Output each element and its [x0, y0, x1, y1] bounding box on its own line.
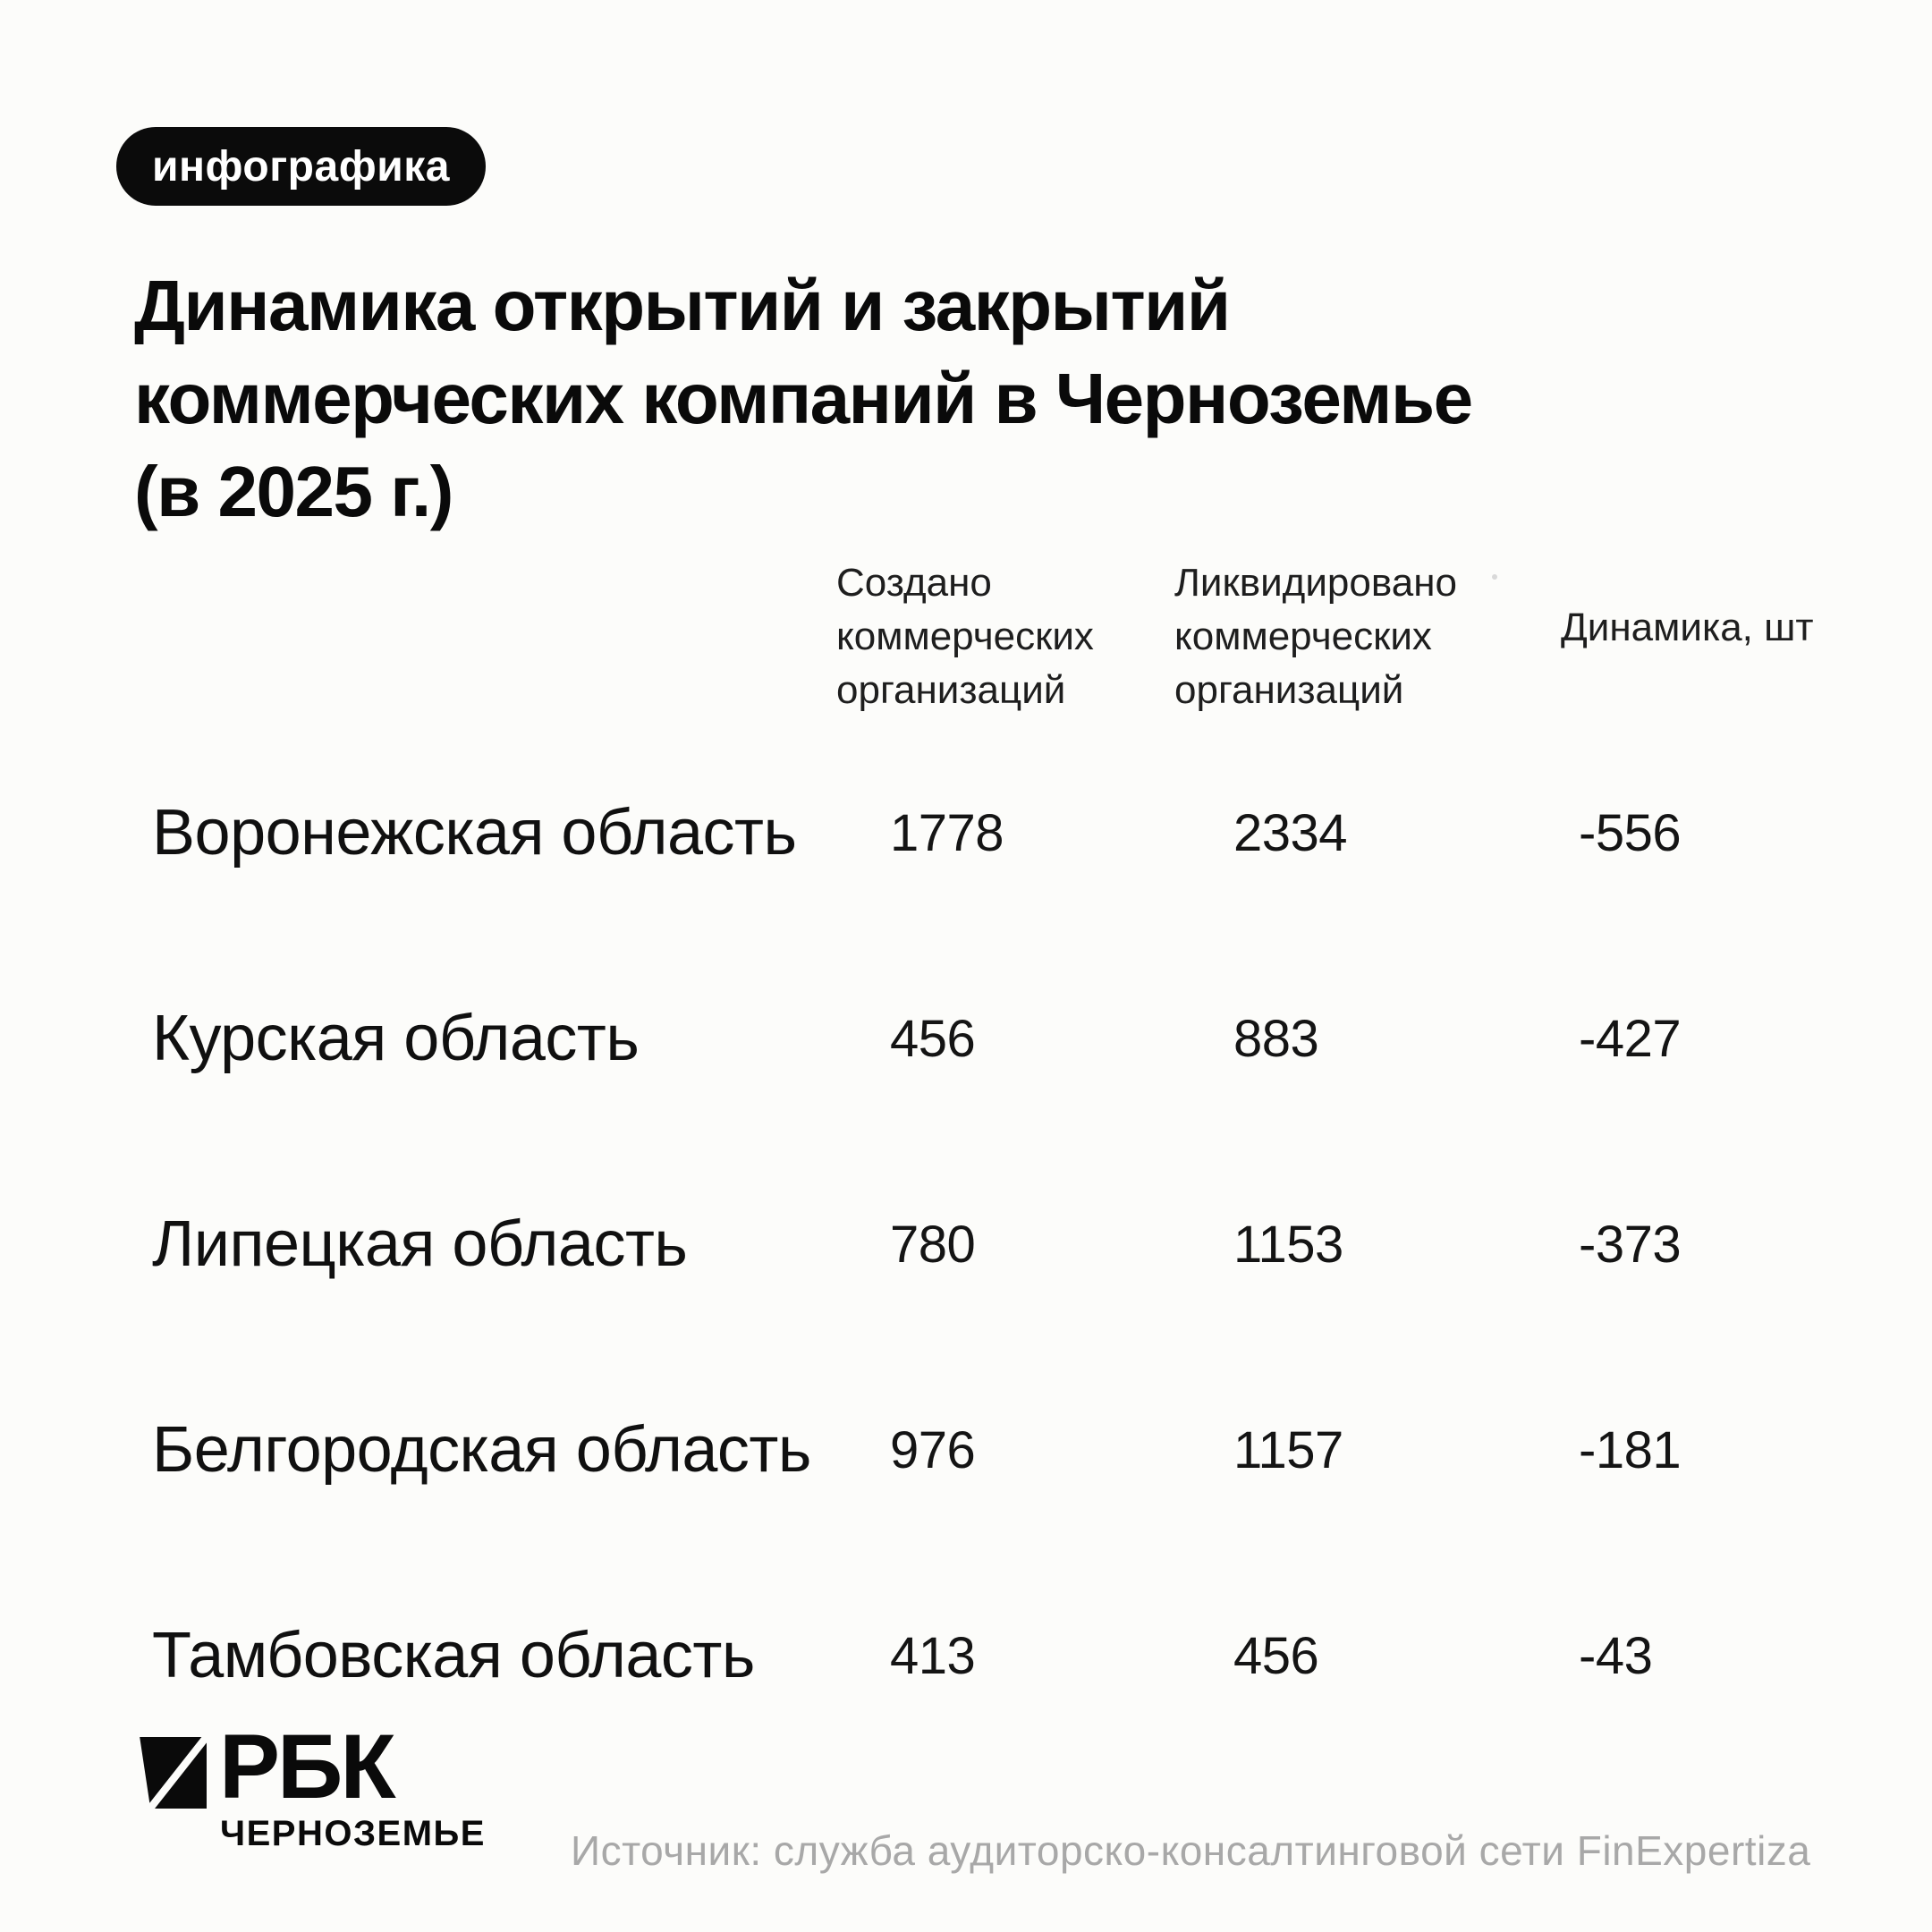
column-header-liquidated: Ликвидировано коммерческих организаций	[1174, 561, 1457, 712]
dynamics-value: -373	[1579, 1215, 1682, 1274]
liquidated-value: 2334	[1233, 803, 1348, 862]
dynamics-value: -181	[1579, 1420, 1682, 1479]
dynamics-value: -556	[1579, 803, 1682, 862]
tiny-dot-artifact	[1492, 574, 1497, 580]
rbc-region-label: ЧЕРНОЗЕМЬЕ	[220, 1814, 486, 1853]
liquidated-value: 883	[1233, 1009, 1319, 1068]
created-value: 413	[890, 1626, 976, 1685]
data-table: Создано коммерческих организаций Ликвиди…	[152, 556, 1869, 1758]
column-header-created: Создано коммерческих организаций	[836, 561, 1094, 712]
source-note: Источник: служба аудиторско-консалтингов…	[571, 1827, 1811, 1874]
region-label: Липецкая область	[152, 1208, 688, 1280]
page-title: Динамика открытий и закрытий коммерчески…	[134, 266, 1473, 531]
column-header-dynamics: Динамика, шт	[1561, 606, 1814, 649]
created-value: 456	[890, 1009, 976, 1068]
region-label: Белгородская область	[152, 1414, 811, 1486]
region-label: Курская область	[152, 1003, 640, 1074]
created-value: 780	[890, 1215, 976, 1274]
rbc-logo-text: РБК	[219, 1716, 396, 1818]
region-label: Тамбовская область	[152, 1620, 755, 1691]
liquidated-value: 1153	[1233, 1215, 1343, 1274]
badge-label: инфографика	[152, 142, 450, 191]
dynamics-value: -43	[1579, 1626, 1653, 1685]
liquidated-value: 1157	[1233, 1420, 1343, 1479]
region-label: Воронежская область	[152, 797, 797, 869]
created-value: 976	[890, 1420, 976, 1479]
rbc-logo: РБК ЧЕРНОЗЕМЬЕ	[130, 1721, 684, 1866]
header-spacer	[152, 556, 836, 730]
infographic-badge: инфографика	[116, 127, 486, 206]
created-value: 1778	[890, 803, 1004, 862]
rbc-logo-mark-icon	[140, 1737, 207, 1809]
dynamics-value: -427	[1579, 1009, 1682, 1068]
liquidated-value: 456	[1233, 1626, 1319, 1685]
